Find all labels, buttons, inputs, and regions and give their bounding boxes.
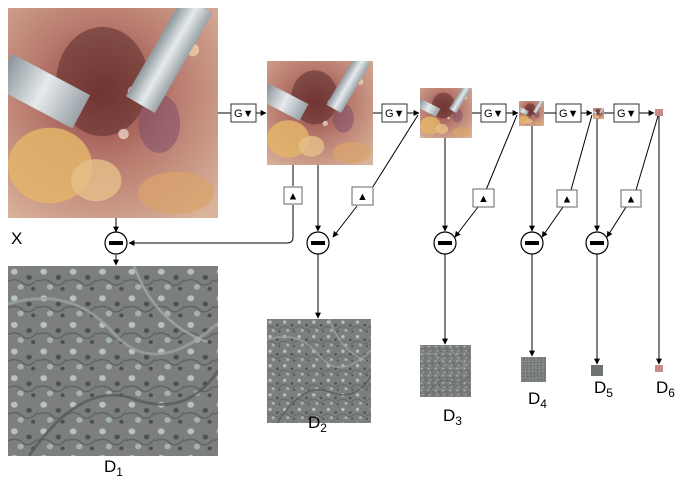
gaussian-level-2-image <box>267 61 373 165</box>
svg-text:G▼: G▼ <box>385 108 404 120</box>
svg-text:G▼: G▼ <box>234 108 253 120</box>
output-label-d5: D5 <box>594 378 613 400</box>
gaussian-downsample-op-4: G▼ <box>544 103 593 123</box>
level-2-connections <box>315 114 419 319</box>
gaussian-downsample-op-5: G▼ <box>604 103 655 123</box>
laplacian-d5-image <box>591 365 603 376</box>
svg-text:▲: ▲ <box>562 194 573 206</box>
subtract-node-4 <box>520 231 544 255</box>
laplacian-d1-image <box>8 266 218 456</box>
laplacian-d2-image <box>267 319 371 423</box>
input-image-x <box>8 8 218 218</box>
level-4-connections <box>529 114 593 357</box>
svg-text:▲: ▲ <box>626 194 637 206</box>
gaussian-level-3-image <box>420 88 472 138</box>
output-label-d6: D6 <box>656 378 675 400</box>
gaussian-downsample-op-1: G▼ <box>218 103 267 123</box>
laplacian-d4-image <box>521 357 546 382</box>
gaussian-level-4-image <box>519 101 544 126</box>
input-label-x: X <box>11 229 22 248</box>
output-label-d3: D3 <box>443 406 462 428</box>
svg-text:G▼: G▼ <box>617 108 636 120</box>
gaussian-downsample-op-2: G▼ <box>373 103 420 123</box>
level-3-connections <box>442 114 518 345</box>
laplacian-d6-image <box>655 365 663 372</box>
level-5-connections <box>594 115 659 365</box>
gaussian-level-5-image <box>593 108 604 119</box>
laplacian-d3-image <box>420 345 471 397</box>
svg-text:G▼: G▼ <box>559 108 578 120</box>
gaussian-level-6-image <box>655 109 663 116</box>
subtract-node-3 <box>433 231 457 255</box>
output-label-d4: D4 <box>528 389 547 411</box>
subtract-node-2 <box>306 231 330 255</box>
upsample-op-4: ▲ <box>556 189 578 208</box>
gaussian-downsample-op-3: G▼ <box>472 103 519 123</box>
svg-text:▲: ▲ <box>357 191 368 203</box>
level-1-connections <box>113 165 294 266</box>
upsample-op-1: ▲ <box>283 186 303 205</box>
upsample-op-3: ▲ <box>472 188 495 208</box>
output-label-d2: D2 <box>308 413 327 435</box>
output-label-d1: D1 <box>104 457 123 479</box>
svg-text:▲: ▲ <box>288 191 299 203</box>
upsample-op-5: ▲ <box>620 189 642 208</box>
svg-text:G▼: G▼ <box>484 108 503 120</box>
subtract-node-5 <box>585 231 609 255</box>
svg-text:▲: ▲ <box>478 193 489 205</box>
subtract-node-1 <box>104 231 128 255</box>
upsample-op-2: ▲ <box>351 186 374 206</box>
